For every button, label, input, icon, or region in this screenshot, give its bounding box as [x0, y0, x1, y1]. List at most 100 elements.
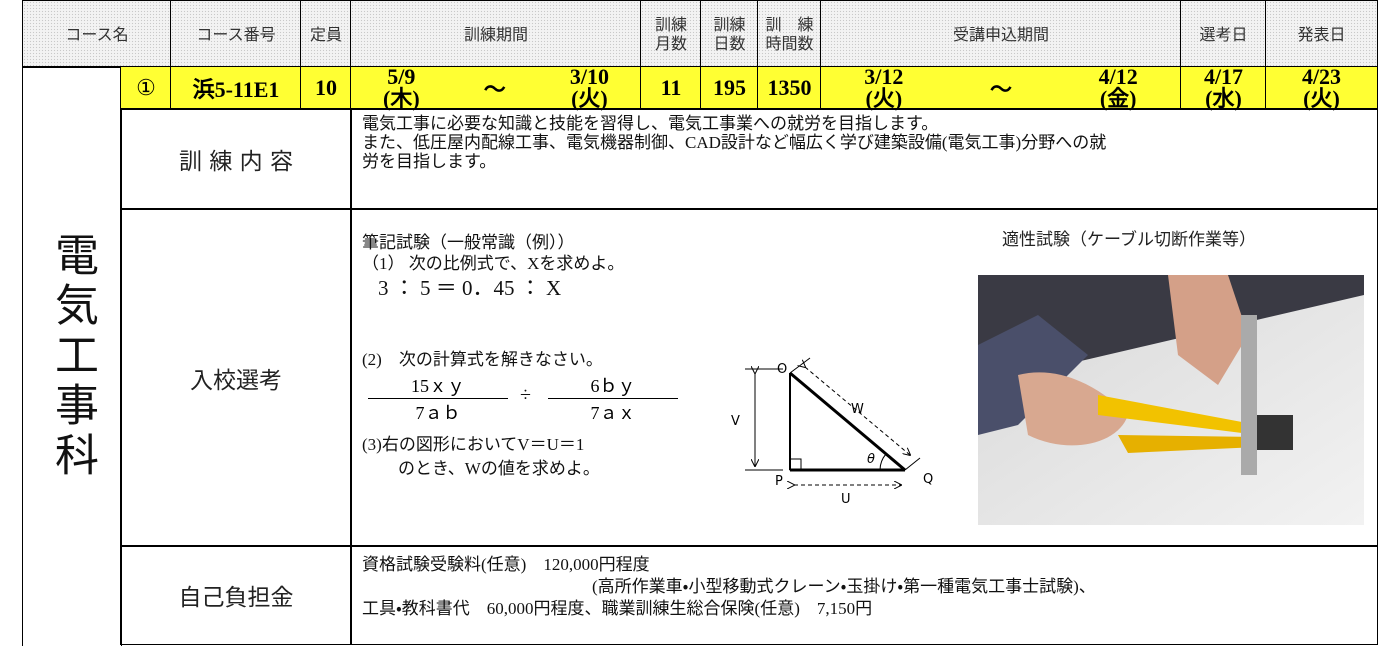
header-cell: 選考日: [1180, 0, 1267, 68]
cost-label-cell: 自己負担金: [120, 545, 352, 645]
angle-label: θ: [867, 452, 875, 467]
length-label: V: [731, 414, 740, 429]
period-end: 3/10 (火): [570, 66, 609, 110]
header-text: 選考日: [1199, 24, 1248, 44]
date: 5/9: [387, 64, 416, 89]
text-line: また、低圧屋内配線工事、電気機器制御、CAD設計など幅広く学び建築設備(電気工事…: [362, 133, 1107, 152]
header-text: 日数: [713, 34, 746, 53]
header-cell: コース名: [22, 0, 172, 68]
weekday: (水): [1205, 86, 1242, 111]
right-angle: [789, 458, 802, 471]
header-text: 月数: [654, 34, 687, 53]
edge: [789, 357, 811, 374]
text-line: 労を目指します。: [362, 152, 497, 171]
weekday: (金): [1099, 86, 1137, 111]
numerator: 15ｘｙ: [368, 372, 508, 399]
header-text: 訓 練: [765, 15, 814, 34]
header-text: 訓練: [713, 15, 746, 34]
point-label: P: [775, 474, 783, 489]
course-code: 浜5-11E1: [192, 77, 280, 102]
header-cell: 訓練 月数: [640, 0, 702, 68]
pliers-handle: [1118, 435, 1258, 453]
operator: ÷: [520, 384, 531, 406]
denominator: 7ａｂ: [415, 403, 461, 423]
point-label: Q: [923, 472, 933, 487]
edge: [789, 371, 906, 472]
weekday: (火): [571, 86, 608, 111]
date: 4/17: [1203, 64, 1244, 89]
aptitude-title: 適性試験（ケーブル切断作業等）: [1002, 228, 1312, 268]
cost-line: 資格試験受験料(任意) 120,000円程度: [362, 555, 650, 574]
length-label: W: [851, 402, 864, 417]
denominator: 7ａｘ: [590, 403, 636, 423]
question: (2) 次の計算式を解きなさい。: [362, 350, 603, 369]
selection-date: 4/17 (水): [1204, 66, 1243, 110]
header-cell: 訓練 日数: [700, 0, 759, 68]
question: (3)右の図形においてV＝U＝1: [362, 435, 585, 454]
written-title: 筆記試験（一般常識（例））: [362, 233, 575, 252]
selection-label: 入校選考: [190, 367, 282, 394]
header-text: 定員: [309, 24, 342, 44]
date: 4/12: [1098, 64, 1138, 89]
fraction: 15ｘｙ 7ａｂ: [368, 372, 508, 425]
question: （1） 次の比例式で、Xを求めよ。: [362, 254, 625, 273]
content-label-cell: 訓 練 内 容: [120, 108, 352, 210]
text-line: 電気工事に必要な知識と技能を習得し、電気工事業への就労を目指します。: [362, 114, 939, 133]
cost-line: 工具・教科書代 60,000円程度、職業訓練生総合保険(任意) 7,150円: [362, 599, 873, 618]
header-text: コース名: [65, 24, 129, 44]
days-cell: 195: [700, 66, 759, 110]
header-text: 訓練: [654, 15, 687, 34]
weekday: (火): [865, 86, 903, 111]
header-text: 時間数: [765, 34, 814, 53]
content-label: 訓 練 内 容: [179, 149, 293, 175]
course-mark-cell: ①: [120, 66, 172, 110]
date: 4/23: [1301, 64, 1342, 89]
numerator: 6ｂｙ: [548, 372, 678, 399]
cost-label: 自己負担金: [178, 585, 294, 611]
date: 3/10: [569, 64, 609, 89]
header-text: 発表日: [1297, 24, 1346, 44]
content-text: 電気工事に必要な知識と技能を習得し、電気工事業への就労を目指します。 また、低圧…: [362, 114, 1106, 171]
hours-cell: 1350: [757, 66, 822, 110]
application-end: 4/12 (金): [1099, 66, 1138, 110]
selection-cell: 4/17 (水): [1180, 66, 1267, 110]
question: のとき、Wの値を求めよ。: [398, 459, 600, 478]
length-label: U: [841, 492, 851, 505]
header-text: コース番号: [196, 24, 276, 44]
selection-label-cell: 入校選考: [120, 208, 352, 547]
course-name: 電気工事科: [47, 231, 98, 482]
pliers-handle: [1098, 395, 1258, 435]
capacity-cell: 10: [300, 66, 352, 110]
header-cell: 発表日: [1265, 0, 1378, 68]
fraction: 6ｂｙ 7ａｘ: [548, 372, 678, 425]
aptitude-title-text: 適性試験（ケーブル切断作業等）: [1002, 230, 1256, 250]
hand: [1018, 372, 1128, 446]
tilde: ～: [989, 77, 1012, 102]
hours: 1350: [767, 75, 812, 100]
header-cell: 訓練期間: [350, 0, 642, 68]
period-cell: 5/9 (木) ～ 3/10 (火): [350, 66, 642, 110]
formula: 3 ： 5 ＝ 0．45 ： X: [378, 276, 562, 300]
triangle-diagram: O V W θ P Q U: [731, 357, 933, 505]
header-text: 受講申込期間: [952, 24, 1049, 44]
point-label: O: [777, 362, 787, 377]
header-cell: 訓 練時間数: [757, 0, 822, 68]
header-text: 訓練期間: [463, 24, 528, 44]
course-mark: ①: [136, 75, 156, 100]
cost-line: (高所作業車・小型移動式クレーン・玉掛け・第一種電気工事士試験)、: [592, 577, 1096, 596]
weekday: (木): [383, 86, 420, 111]
weekday: (火): [1303, 86, 1340, 111]
hand: [1168, 275, 1248, 385]
code-cell: 浜5-11E1: [170, 66, 302, 110]
angle-arc: [879, 453, 887, 471]
days: 195: [713, 75, 746, 100]
header-cell: 受講申込期間: [820, 0, 1182, 68]
course-name-cell: 電気工事科: [22, 66, 122, 646]
tilde: ～: [483, 77, 506, 102]
period-start: 5/9 (木): [383, 66, 420, 110]
date: 3/12: [864, 64, 904, 89]
announcement-cell: 4/23 (火): [1265, 66, 1378, 110]
header-cell: 定員: [300, 0, 352, 68]
photo: [978, 275, 1364, 525]
